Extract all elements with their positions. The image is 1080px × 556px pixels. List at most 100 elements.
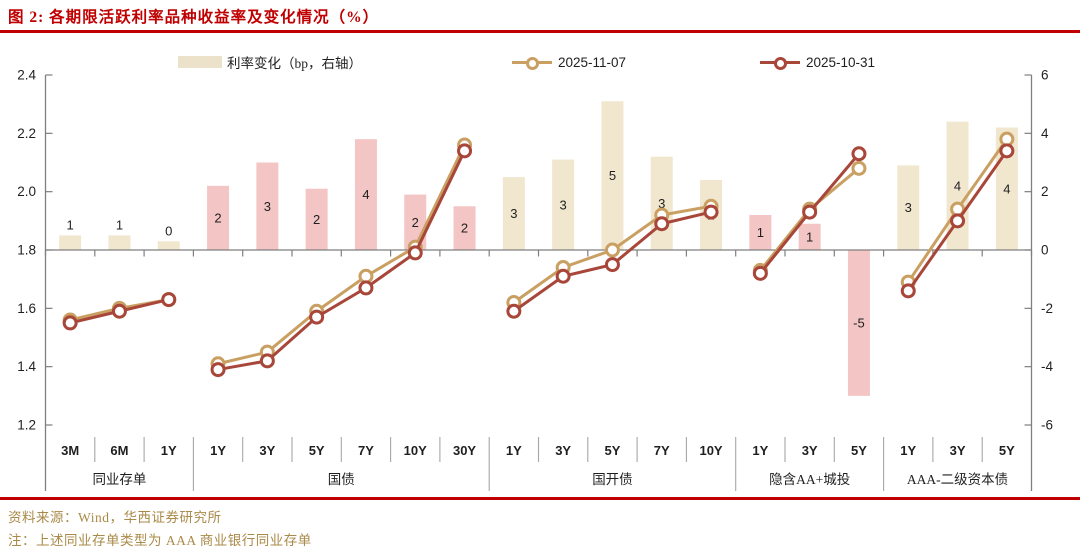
group-label: 国开债	[592, 472, 633, 487]
left-axis-tick-label: 2.4	[17, 68, 36, 83]
bar-value-label: 3	[510, 206, 517, 221]
tenor-label: 3Y	[259, 443, 275, 458]
yield-marker-old	[654, 216, 670, 232]
tenor-label: 1Y	[210, 443, 226, 458]
change-bar	[502, 177, 525, 250]
right-axis-tick-label: -6	[1041, 418, 1053, 433]
legend-line-old-label: 2025-10-31	[806, 54, 876, 70]
left-axis-tick-label: 1.4	[17, 359, 36, 374]
right-axis-tick-label: 4	[1041, 126, 1049, 141]
yield-marker-old	[111, 303, 127, 319]
change-bar	[749, 215, 772, 250]
legend-item-2025-10-31: 2025-10-31	[760, 54, 875, 70]
yield-marker-old	[752, 265, 768, 281]
tenor-label: 3Y	[950, 443, 966, 458]
yield-marker-new	[604, 242, 620, 258]
change-bar	[601, 101, 624, 250]
yield-marker-old	[851, 146, 867, 162]
yield-marker-new	[851, 160, 867, 176]
change-bar	[798, 223, 821, 250]
category-note: 注：上述同业存单类型为 AAA 商业银行同业存单	[8, 533, 312, 548]
group-label: AAA-二级资本债	[907, 472, 1008, 487]
bar-value-label: 3	[560, 197, 567, 212]
yield-marker-old	[407, 245, 423, 261]
tenor-label: 5Y	[999, 443, 1015, 458]
left-axis-tick-label: 1.8	[17, 243, 36, 258]
legend-item-rate-change: 利率变化（bp，右轴）	[178, 54, 362, 71]
group-label: 同业存单	[92, 472, 146, 487]
line-new-swatch-marker	[526, 56, 539, 70]
yield-marker-old	[555, 268, 571, 284]
change-bar	[847, 250, 870, 396]
yield-line-old	[217, 150, 466, 372]
top-divider-rule	[0, 30, 1080, 33]
yield-marker-old	[604, 257, 620, 273]
tenor-label: 1Y	[161, 443, 177, 458]
yield-marker-old	[802, 204, 818, 220]
change-bar	[108, 235, 131, 250]
yield-marker-old	[457, 143, 473, 159]
group-label: 国债	[328, 472, 355, 487]
tenor-label: 6M	[110, 443, 128, 458]
tenor-label: 3Y	[555, 443, 571, 458]
change-bar	[897, 165, 920, 250]
yield-marker-old	[358, 280, 374, 296]
left-axis-tick-label: 2.0	[17, 184, 36, 199]
bar-value-label: 2	[412, 215, 419, 230]
legend-item-2025-11-07: 2025-11-07	[512, 54, 626, 70]
bar-value-label: 3	[264, 199, 271, 214]
yield-marker-old	[506, 303, 522, 319]
change-bar	[256, 162, 279, 250]
yield-marker-old	[703, 204, 719, 220]
bar-value-label: -5	[853, 315, 865, 330]
yield-marker-old	[999, 143, 1015, 159]
tenor-label: 5Y	[309, 443, 325, 458]
legend-line-new-label: 2025-11-07	[558, 54, 627, 70]
tenor-label: 5Y	[851, 443, 867, 458]
yield-marker-old	[210, 362, 226, 378]
tenor-label: 3M	[61, 443, 79, 458]
change-bar	[59, 235, 82, 250]
yield-marker-old	[259, 353, 275, 369]
yield-marker-old	[309, 309, 325, 325]
bar-value-label: 2	[313, 212, 320, 227]
tenor-label: 5Y	[604, 443, 620, 458]
bar-value-label: 1	[806, 229, 813, 244]
bar-value-label: 3	[658, 196, 665, 211]
tenor-label: 30Y	[453, 443, 476, 458]
line-old-swatch-marker	[774, 56, 787, 70]
figure-title: 图 2: 各期限活跃利率品种收益率及变化情况（%）	[8, 9, 380, 26]
bar-value-label: 4	[954, 178, 961, 193]
tenor-label: 1Y	[506, 443, 522, 458]
right-axis-tick-label: -2	[1041, 301, 1053, 316]
line-new-swatch	[512, 56, 552, 70]
bottom-divider-rule	[0, 497, 1080, 500]
bar-value-label: 0	[165, 223, 172, 238]
yield-marker-old	[62, 315, 78, 331]
yield-marker-old	[900, 283, 916, 299]
bar-value-label: 1	[757, 225, 764, 240]
tenor-label: 10Y	[404, 443, 427, 458]
yield-marker-old	[161, 292, 177, 308]
bar-value-label: 4	[1003, 181, 1010, 196]
right-axis-tick-label: 6	[1041, 68, 1049, 83]
change-bar	[157, 241, 180, 250]
left-axis-tick-label: 1.6	[17, 301, 36, 316]
bar-value-label: 5	[609, 168, 616, 183]
bar-value-label: 3	[905, 200, 912, 215]
group-label: 隐含AA+城投	[769, 472, 850, 487]
change-bar	[453, 206, 476, 250]
bar-value-label: 1	[67, 217, 74, 232]
yield-marker-old	[950, 213, 966, 229]
bar-value-label: 1	[116, 217, 123, 232]
tenor-label: 3Y	[802, 443, 818, 458]
bar-series-swatch	[178, 56, 222, 68]
bar-value-label: 2	[461, 221, 468, 236]
change-bar	[552, 159, 575, 250]
bar-value-label: 2	[214, 210, 221, 225]
tenor-label: 10Y	[699, 443, 722, 458]
line-old-swatch	[760, 56, 800, 70]
change-bar	[354, 139, 377, 250]
